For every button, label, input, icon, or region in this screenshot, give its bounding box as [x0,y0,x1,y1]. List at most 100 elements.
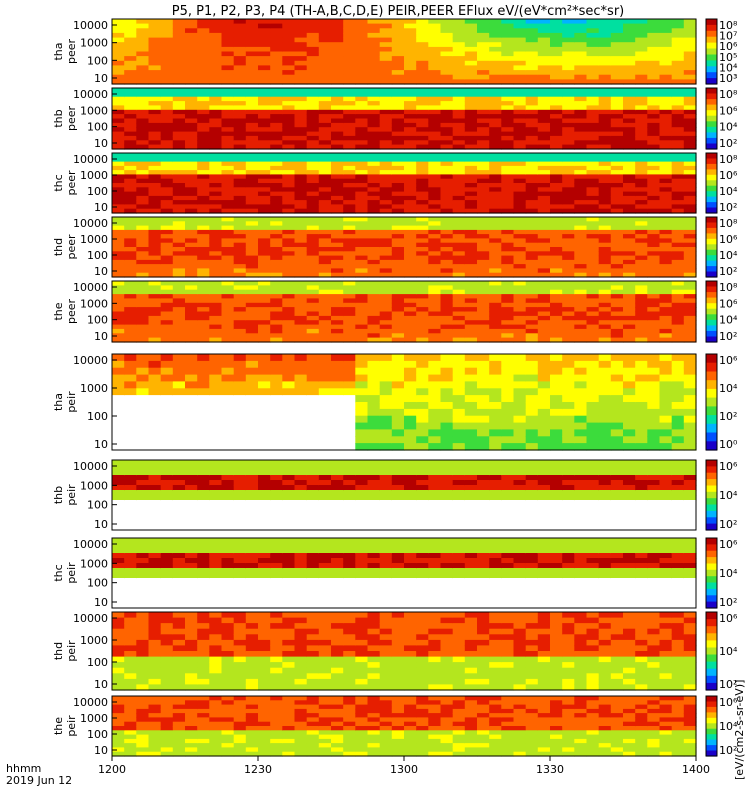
spectrogram-cell [659,208,673,214]
spectrogram-cell [391,234,405,239]
spectrogram-cell [197,217,210,222]
y-tick-label: 100 [87,410,108,423]
spectrogram-cell [610,324,624,330]
spectrogram-cell [148,510,162,516]
spectrogram-cell [623,144,636,150]
spectrogram-cell [136,60,150,66]
spectrogram-cell [270,204,283,210]
spectrogram-cell [610,122,624,128]
spectrogram-cell [318,485,332,491]
spectrogram-cell [464,60,478,66]
spectrogram-cell [586,402,600,410]
spectrogram-cell [647,234,661,239]
spectrogram-cell [148,315,162,321]
spectrogram-cell [221,311,235,317]
spectrogram-cell [197,200,210,205]
spectrogram-cell [513,470,527,476]
colorbar-swatch [706,330,717,337]
colorbar-swatch [706,441,717,451]
spectrogram-cell [148,114,162,120]
spectrogram-cell [282,127,296,133]
spectrogram-cell [391,289,405,295]
spectrogram-cell [331,170,344,175]
spectrogram-cell [233,388,247,396]
spectrogram-cell [440,436,454,444]
spectrogram-cell [355,157,369,163]
spectrogram-cell [513,490,527,496]
spectrogram-cell [367,74,381,80]
spectrogram-cell [683,436,697,444]
spectrogram-cell [525,92,539,98]
spectrogram-cell [245,183,259,188]
spectrogram-cell [452,475,466,481]
spectrogram-cell [513,302,527,308]
spectrogram-cell [404,157,417,163]
colorbar-swatch [706,479,717,487]
spectrogram-cell [489,144,502,150]
spectrogram-cell [318,429,332,437]
colorbar-swatch [706,244,717,251]
spectrogram-cell [586,324,600,330]
spectrogram-cell [586,367,600,376]
spectrogram-cell [233,183,247,188]
spectrogram-cell [452,60,466,66]
spectrogram-cell [598,436,612,444]
spectrogram-cell [525,114,539,120]
spectrogram-cell [683,221,697,227]
spectrogram-cell [245,195,259,201]
spectrogram-cell [428,42,442,48]
spectrogram-cell [258,470,271,476]
spectrogram-cell [610,429,624,437]
spectrogram-cell [148,429,162,437]
spectrogram-cell [464,225,478,231]
spectrogram-cell [537,74,551,80]
spectrogram-cell [379,470,393,476]
spectrogram-cell [513,354,527,362]
spectrogram-cell [477,381,490,389]
spectrogram-cell [391,170,405,175]
spectrogram-cell [331,264,344,269]
spectrogram-cell [659,298,673,304]
spectrogram-cell [197,229,210,235]
spectrogram-cell [659,105,673,111]
spectrogram-cell [197,320,210,326]
spectrogram-cell [258,320,271,326]
spectrogram-cell [671,505,685,511]
spectrogram-cell [647,298,661,304]
spectrogram-cell [659,221,673,227]
colorbar-swatch [706,303,717,310]
spectrogram-cell [623,302,636,308]
spectrogram-cell [343,101,356,107]
spectrogram-cell [659,485,673,491]
spectrogram-cell [598,285,612,291]
spectrogram-cell [501,165,515,171]
spectrogram-cell [160,388,174,396]
spectrogram-cell [562,144,575,150]
spectrogram-cell [112,157,125,163]
spectrogram-cell [391,65,405,71]
spectrogram-cell [464,520,478,526]
spectrogram-cell [586,32,600,39]
spectrogram-cell [635,28,648,34]
spectrogram-cell [112,23,125,29]
spectrogram-cell [513,46,527,53]
spectrogram-cell [683,242,697,248]
spectrogram-cell [659,46,673,53]
spectrogram-cell [160,525,174,531]
spectrogram-cell [318,19,332,25]
spectrogram-cell [331,183,344,188]
spectrogram-cell [112,465,125,471]
panel-label-probe: tha [52,42,65,60]
spectrogram-cell [501,302,515,308]
spectrogram-cell [148,174,162,180]
spectrogram-cell [586,101,600,107]
spectrogram-cell [586,70,600,76]
spectrogram-cell [464,32,478,39]
spectrogram-cell [112,538,125,544]
spectrogram-cell [172,221,186,227]
spectrogram-cell [404,140,417,146]
spectrogram-cell [623,515,636,521]
spectrogram-cell [331,191,344,197]
spectrogram-cell [489,360,502,369]
